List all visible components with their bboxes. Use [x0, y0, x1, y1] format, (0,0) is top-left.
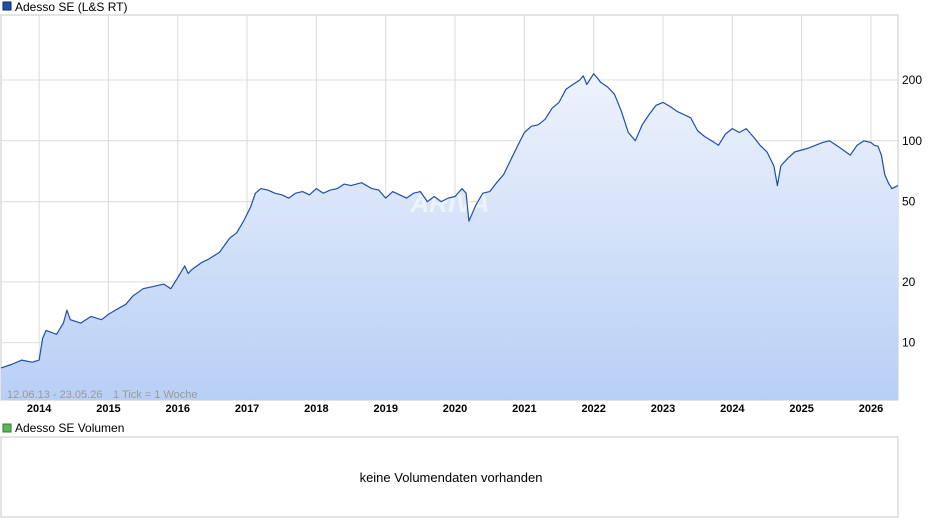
x-tick-label: 2016	[166, 403, 190, 415]
y-tick-label: 50	[902, 195, 916, 209]
x-tick-label: 2017	[235, 403, 259, 415]
x-tick-label: 2022	[581, 403, 605, 415]
x-tick-label: 2026	[859, 403, 883, 415]
x-tick-label: 2021	[512, 403, 536, 415]
x-tick-label: 2025	[789, 403, 813, 415]
x-tick-label: 2024	[720, 403, 745, 415]
volume-legend-swatch	[2, 423, 12, 433]
price-line	[0, 73, 899, 369]
x-tick-label: 2014	[27, 403, 52, 415]
watermark: ARIVA	[410, 188, 490, 218]
x-tick-label: 2018	[304, 403, 328, 415]
y-tick-label: 200	[902, 73, 922, 87]
price-x-axis: 2014 2015 2016 2017 2018 2019 2020 2021 2022 2023…	[27, 403, 883, 415]
no-volume-message: keine Volumendaten vorhanden	[360, 470, 543, 485]
y-tick-label: 10	[902, 336, 916, 350]
volume-panel-frame	[0, 436, 899, 518]
price-area	[1, 73, 898, 400]
price-y-axis: 10 20 50 100 200	[902, 73, 922, 350]
x-tick-label: 2020	[443, 403, 467, 415]
price-legend-label: Adesso SE (L&S RT)	[15, 0, 128, 14]
y-tick-label: 100	[902, 134, 922, 148]
tick-interval-text: 1 Tick = 1 Woche	[113, 389, 197, 401]
x-tick-label: 2023	[651, 403, 675, 415]
y-tick-label: 20	[902, 275, 916, 289]
volume-legend-label: Adesso SE Volumen	[15, 421, 124, 435]
date-range-text: 12.06.13 - 23.05.26	[7, 389, 102, 401]
x-tick-label: 2019	[373, 403, 397, 415]
price-legend-swatch	[2, 1, 12, 11]
x-tick-label: 2015	[96, 403, 120, 415]
